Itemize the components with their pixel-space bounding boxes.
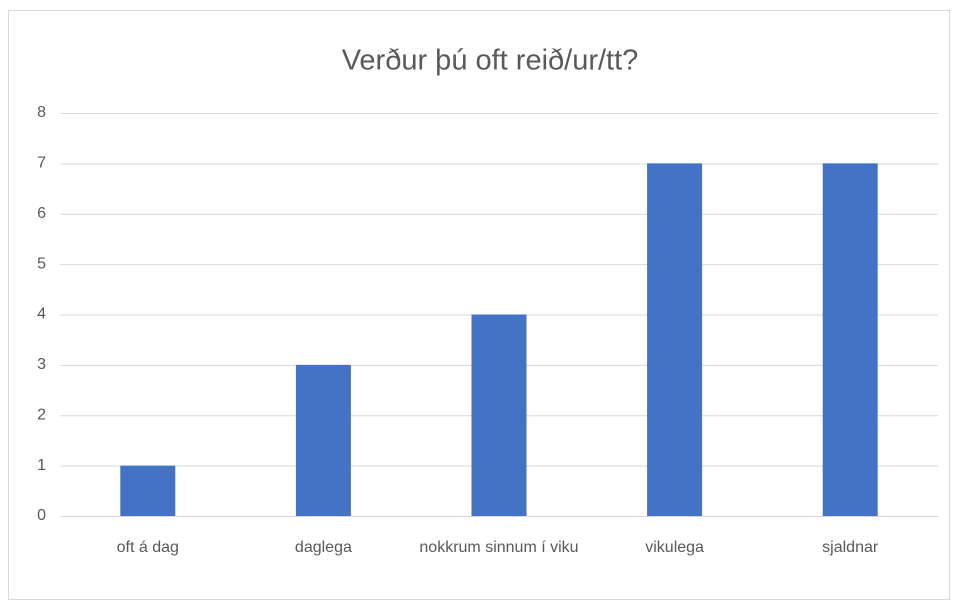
y-tick-label: 5 — [37, 255, 46, 272]
y-tick-label: 0 — [37, 507, 46, 524]
x-tick-label: vikulega — [645, 539, 704, 556]
y-tick-label: 1 — [37, 457, 46, 474]
x-tick-label: nokkrum sinnum í viku — [419, 539, 578, 556]
y-tick-label: 2 — [37, 406, 46, 423]
bar — [647, 163, 703, 516]
bar — [471, 314, 527, 516]
chart-title: Verður þú oft reið/ur/tt? — [342, 45, 639, 77]
bar — [822, 163, 878, 516]
x-tick-label: oft á dag — [117, 539, 179, 556]
x-tick-label: daglega — [295, 539, 352, 556]
y-tick-label: 4 — [37, 306, 46, 323]
y-tick-label: 3 — [37, 356, 46, 373]
y-tick-label: 8 — [37, 104, 46, 121]
bar — [120, 465, 176, 516]
bar — [295, 364, 351, 516]
x-tick-label: sjaldnar — [822, 539, 879, 556]
y-tick-label: 7 — [37, 155, 46, 172]
y-tick-label: 6 — [37, 205, 46, 222]
